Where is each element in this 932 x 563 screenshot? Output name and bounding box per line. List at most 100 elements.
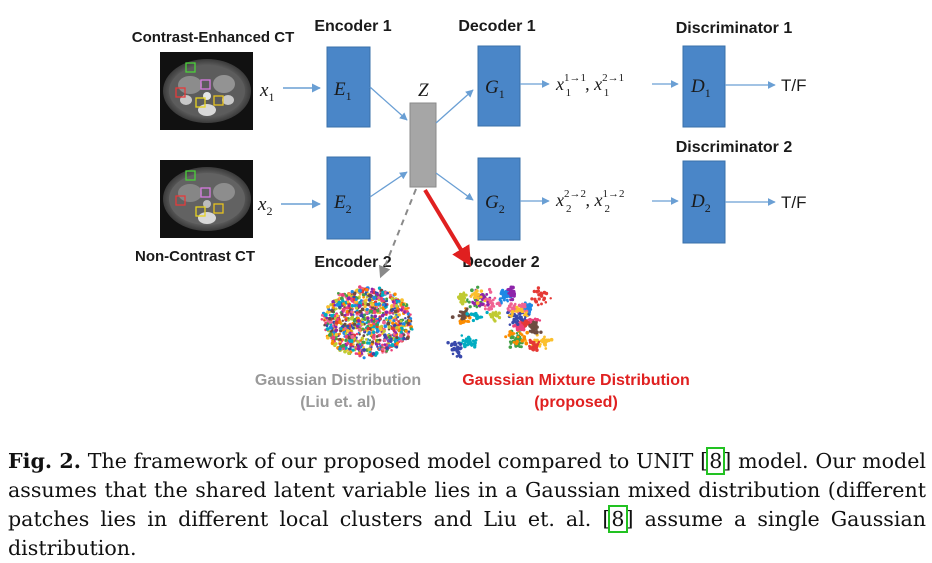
gaussian-scatter-point <box>357 304 362 308</box>
gaussian-scatter-point <box>406 321 410 325</box>
mixture-scatter-point <box>492 317 496 322</box>
red-arrow-z-to-mixture <box>423 188 472 267</box>
gaussian-scatter-point <box>375 293 380 297</box>
citation-link-2[interactable]: 8 <box>608 505 628 533</box>
mixture-scatter-point <box>476 316 480 320</box>
gaussian-scatter-point <box>381 307 386 311</box>
mixture-scatter-point <box>467 300 471 304</box>
mixture-scatter-point <box>469 312 474 316</box>
gaussian-scatter-point <box>364 298 368 302</box>
mixture-scatter-point <box>514 342 519 346</box>
gaussian-scatter-point <box>341 343 346 348</box>
mixture-scatter-point <box>509 314 513 318</box>
arrow-z-to-g1 <box>435 89 474 124</box>
mixture-scatter-point <box>498 298 502 302</box>
gaussian-scatter-point <box>382 329 386 333</box>
mixture-scatter-point <box>475 301 480 305</box>
mixture-scatter-point <box>483 307 487 311</box>
gaussian-scatter-point <box>348 347 351 351</box>
output-expression-domain2: x2→2 2, x1→2 2 <box>555 188 625 215</box>
gaussian-scatter-point <box>354 347 358 350</box>
mixture-scatter-point <box>487 297 492 302</box>
mixture-scatter-point <box>513 302 517 306</box>
gaussian-scatter-point <box>367 330 372 335</box>
mixture-scatter-point <box>460 314 463 318</box>
citation-link-1[interactable]: 8 <box>706 447 726 475</box>
gaussian-scatter-point <box>378 338 381 342</box>
mixture-scatter-point <box>514 309 518 313</box>
mixture-scatter-point <box>483 299 486 303</box>
mixture-scatter-point <box>457 314 461 318</box>
gaussian-scatter-point <box>340 312 344 317</box>
mixture-scatter-point <box>459 346 463 350</box>
gaussian-scatter-point <box>338 340 342 344</box>
gaussian-scatter-point <box>390 349 393 352</box>
gaussian-scatter-point <box>377 296 381 300</box>
mixture-scatter-point <box>539 294 543 298</box>
gaussian-scatter-point <box>365 288 369 292</box>
gaussian-scatter-point <box>347 336 352 340</box>
gaussian-scatter-point <box>370 314 373 317</box>
gaussian-scatter-point <box>334 332 339 337</box>
gaussian-scatter-point <box>367 293 372 298</box>
gaussian-scatter-point <box>362 313 366 317</box>
mixture-scatter-point <box>525 330 529 335</box>
gaussian-scatter-point <box>393 309 398 314</box>
label-decoder-2: Decoder 2 <box>462 254 539 271</box>
mixture-scatter-point <box>469 295 473 298</box>
gaussian-scatter-point <box>350 310 354 314</box>
gaussian-scatter-point <box>404 316 407 320</box>
mixture-scatter-point <box>544 301 548 304</box>
mixture-scatter-point <box>470 288 474 293</box>
gaussian-scatter-point <box>392 332 396 336</box>
gaussian-scatter-point <box>347 351 351 356</box>
gaussian-scatter-point <box>373 314 378 319</box>
mixture-scatter-point <box>539 330 543 334</box>
mixture-scatter-point <box>495 302 499 306</box>
gaussian-scatter-point <box>380 324 384 328</box>
gaussian-scatter-point <box>404 307 407 310</box>
mixture-scatter-point <box>458 354 463 359</box>
mixture-scatter-point <box>535 289 540 294</box>
gaussian-scatter-point <box>360 307 365 312</box>
gaussian-scatter-point <box>335 314 339 318</box>
gaussian-scatter-point <box>372 337 376 341</box>
gaussian-scatter-point <box>381 290 385 294</box>
framework-diagram: Contrast-Enhanced CT Encoder 1 Decoder 1… <box>132 18 807 411</box>
mixture-scatter-point <box>535 328 538 331</box>
decoder-block-g1 <box>477 45 521 127</box>
gaussian-scatter-point <box>397 313 400 317</box>
mixture-scatter-point <box>509 335 514 340</box>
mixture-scatter-point <box>522 335 527 339</box>
gaussian-scatter-point <box>378 317 382 321</box>
gaussian-scatter-point <box>328 316 332 321</box>
gaussian-scatter-point <box>362 356 366 360</box>
gaussian-scatter-point <box>346 296 351 301</box>
symbol-e2: E2 <box>333 192 352 216</box>
mixture-scatter-point <box>446 340 450 345</box>
gaussian-scatter-point <box>366 327 370 331</box>
gaussian-scatter-point <box>328 320 332 325</box>
gaussian-scatter-point <box>379 306 382 310</box>
gaussian-scatter-point <box>330 309 335 313</box>
gaussian-scatter-point <box>330 313 334 318</box>
arrow-e1-to-z <box>369 86 408 121</box>
gaussian-scatter-point <box>359 339 363 342</box>
mixture-scatter-point <box>524 341 529 346</box>
gaussian-scatter-point <box>357 341 360 344</box>
gaussian-scatter-point <box>376 309 380 313</box>
encoder-block-e2 <box>326 156 371 240</box>
gaussian-scatter-point <box>343 349 347 354</box>
mixture-scatter-point <box>488 300 492 305</box>
gaussian-scatter-point <box>354 352 358 355</box>
mixture-scatter-point <box>451 352 455 356</box>
label-discriminator-1: Discriminator 1 <box>676 20 793 37</box>
mixture-scatter-point <box>460 334 464 337</box>
mixture-scatter-point <box>485 292 489 296</box>
gaussian-scatter-point <box>340 293 345 297</box>
mixture-scatter-point <box>544 339 549 343</box>
gaussian-distribution-scatter <box>320 285 414 360</box>
gaussian-scatter-point <box>388 315 392 319</box>
symbol-g2: G2 <box>485 192 505 216</box>
gaussian-scatter-point <box>359 299 363 302</box>
